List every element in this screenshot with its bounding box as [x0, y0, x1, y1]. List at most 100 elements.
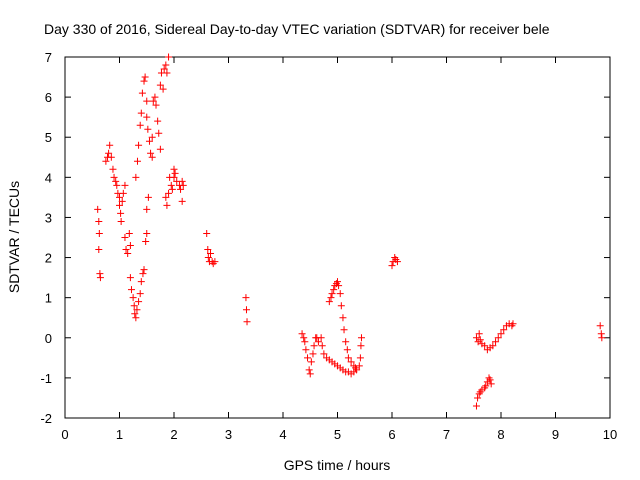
x-tick-label: 2 [170, 427, 177, 442]
data-point [177, 185, 185, 193]
y-tick-label: 2 [45, 251, 52, 266]
y-tick-label: 3 [45, 210, 52, 225]
data-point [211, 258, 219, 266]
data-point [142, 238, 150, 246]
data-point [203, 229, 211, 237]
y-axis-tick-labels: -2 -1 0 1 2 3 4 5 6 7 [40, 50, 52, 426]
x-tick-label: 8 [497, 427, 504, 442]
x-tick-label: 3 [225, 427, 232, 442]
data-point [388, 262, 396, 270]
data-point [137, 278, 145, 286]
data-point [151, 93, 159, 101]
data-point [476, 336, 484, 344]
data-point [117, 217, 125, 225]
y-tick-label: -1 [40, 371, 52, 386]
data-point [165, 53, 173, 61]
data-point [149, 97, 157, 105]
data-point [489, 342, 497, 350]
data-point [317, 334, 325, 342]
data-point [300, 334, 308, 342]
data-point [472, 402, 480, 410]
data-point [112, 177, 120, 185]
x-axis-tick-labels: 0 1 2 3 4 5 6 7 8 9 10 [61, 427, 617, 442]
data-point [204, 254, 212, 262]
y-tick-label: 5 [45, 130, 52, 145]
data-point [118, 197, 126, 205]
data-point [207, 250, 215, 258]
data-point [328, 290, 336, 298]
data-point [143, 113, 151, 121]
data-point [133, 306, 141, 314]
data-point [135, 298, 143, 306]
data-point [106, 141, 114, 149]
x-tick-label: 0 [61, 427, 68, 442]
x-tick-label: 5 [334, 427, 341, 442]
data-point [482, 382, 490, 390]
data-point [170, 165, 178, 173]
data-point [144, 125, 152, 133]
data-point [339, 314, 347, 322]
data-point [132, 173, 140, 181]
data-point [95, 217, 103, 225]
data-point [148, 153, 156, 161]
data-point [492, 338, 500, 346]
data-point [155, 129, 163, 137]
data-point [357, 334, 365, 342]
data-point [330, 286, 338, 294]
data-point [130, 302, 138, 310]
data-point [509, 320, 517, 328]
data-point [170, 173, 178, 181]
data-point [325, 298, 333, 306]
data-point [137, 109, 145, 117]
data-point [320, 350, 328, 358]
data-point [474, 394, 482, 402]
data-point [135, 141, 143, 149]
x-tick-label: 7 [443, 427, 450, 442]
data-point [494, 334, 502, 342]
data-point [242, 294, 250, 302]
data-point [125, 229, 133, 237]
x-tick-label: 10 [603, 427, 617, 442]
data-point [116, 193, 123, 201]
data-point [309, 350, 317, 358]
data-point [143, 229, 151, 237]
data-point [140, 266, 148, 274]
chart-title: Day 330 of 2016, Sidereal Day-to-day VTE… [44, 21, 550, 37]
data-point [318, 342, 326, 350]
data-point [105, 149, 113, 157]
data-point [481, 342, 489, 350]
y-tick-label: 0 [45, 331, 52, 346]
data-point [242, 306, 250, 314]
data-point [302, 346, 310, 354]
data-point [337, 302, 345, 310]
data-point [344, 354, 352, 362]
x-tick-label: 6 [388, 427, 395, 442]
data-point [143, 97, 151, 105]
data-point [204, 246, 212, 254]
y-tick-label: 7 [45, 50, 52, 65]
data-point [102, 157, 110, 165]
data-point [165, 189, 173, 197]
data-point [168, 185, 176, 193]
y-tick-label: 6 [45, 90, 52, 105]
data-point [310, 342, 318, 350]
data-point [162, 193, 170, 201]
data-point [95, 246, 103, 254]
data-point [148, 133, 156, 141]
data-point [156, 145, 164, 153]
data-point [163, 201, 171, 209]
data-point [334, 278, 341, 286]
data-point [136, 290, 144, 298]
y-tick-label: -2 [40, 411, 52, 426]
data-point [107, 153, 115, 161]
data-point [178, 177, 186, 185]
data-point [156, 81, 164, 89]
data-point [314, 338, 322, 346]
data-point [129, 294, 137, 302]
data-point [94, 205, 102, 213]
data-point [117, 209, 125, 217]
data-point [143, 205, 151, 213]
y-tick-label: 1 [45, 291, 52, 306]
data-point [305, 366, 313, 374]
